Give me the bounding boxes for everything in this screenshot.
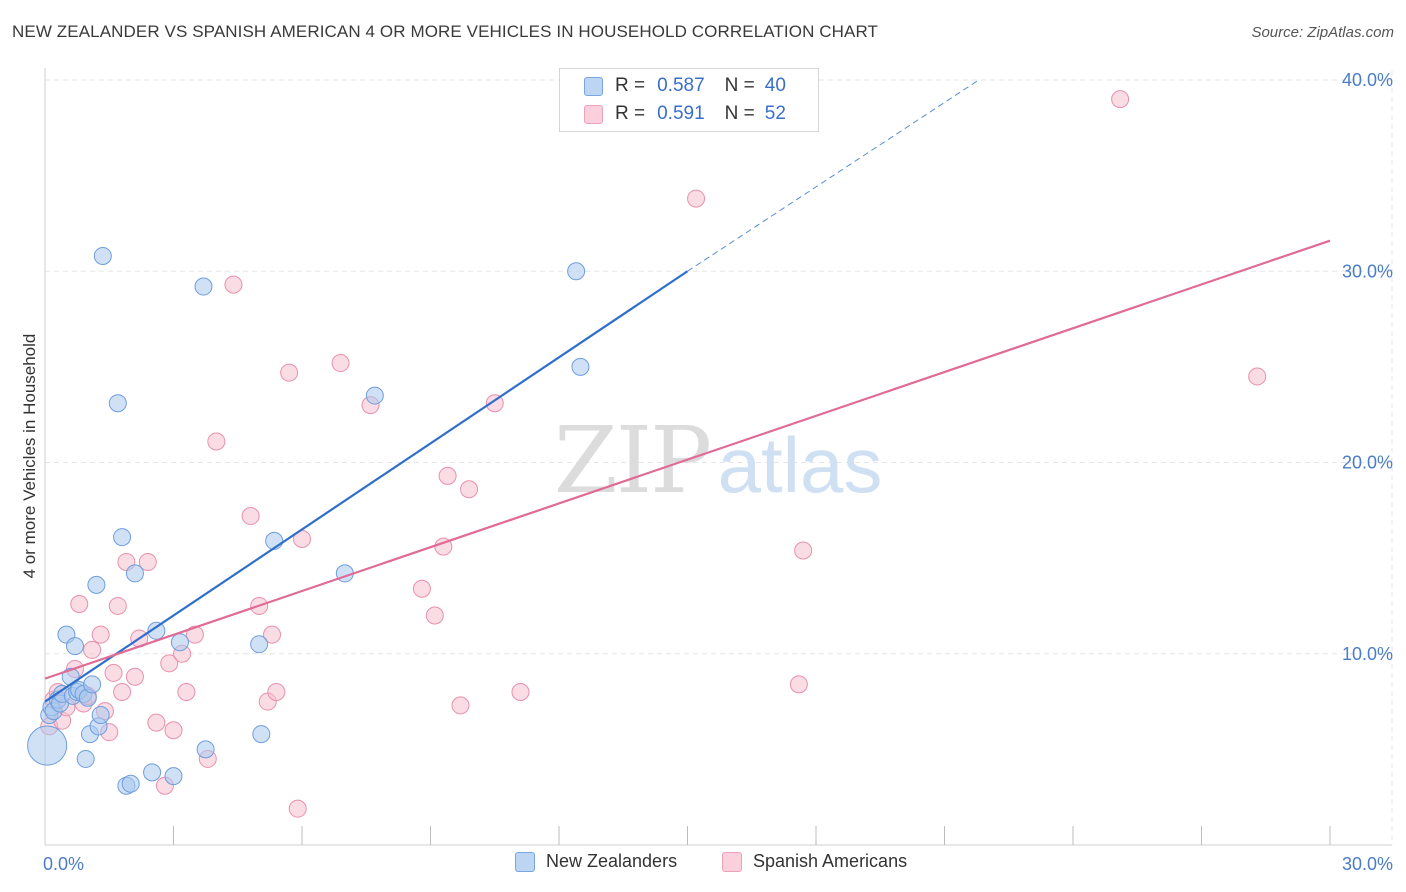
new-zealanders-point (91, 705, 110, 724)
spanish-americans-point (485, 394, 504, 413)
y-tick-label: 30.0% (1342, 261, 1393, 281)
y-axis-label: 4 or more Vehicles in Household (20, 333, 39, 579)
series-new-zealanders-points (27, 246, 590, 795)
new-zealanders-point (170, 633, 189, 652)
spanish-americans-point (138, 552, 157, 571)
legend-label: New Zealanders (546, 851, 678, 871)
y-tick-label: 40.0% (1342, 70, 1393, 90)
new-zealanders-point (65, 637, 84, 656)
n-value: 52 (764, 103, 786, 124)
spanish-americans-point (108, 596, 127, 615)
spanish-americans-point (185, 625, 204, 644)
spanish-americans-point (91, 625, 110, 644)
y-tick-label: 20.0% (1342, 453, 1393, 473)
legend-item-new-zealanders[interactable]: New Zealanders (515, 851, 677, 872)
spanish-americans-point (280, 363, 299, 382)
new-zealanders-point (108, 394, 127, 413)
legend-label: Spanish Americans (753, 851, 908, 871)
new-zealanders-point (567, 262, 586, 281)
legend-swatch-blue (515, 851, 535, 872)
r-key: R = (615, 75, 646, 96)
spanish-americans-point (511, 683, 530, 701)
new-zealanders-point (121, 774, 140, 793)
spanish-americans-point (224, 275, 243, 294)
new-zealanders-point (147, 621, 166, 640)
new-zealanders-point (113, 528, 132, 547)
spanish-americans-point (789, 675, 808, 694)
spanish-americans-point (70, 595, 89, 614)
new-zealanders-point (93, 246, 112, 265)
spanish-americans-point (331, 354, 350, 373)
legend-swatch-pink (584, 104, 603, 124)
new-zealanders-trendline-extension (687, 79, 980, 272)
spanish-americans-point (177, 683, 196, 701)
spanish-americans-point (794, 541, 813, 560)
spanish-americans-point (104, 663, 123, 682)
watermark: ZIP atlas (554, 407, 882, 514)
watermark-atlas: atlas (718, 421, 883, 509)
spanish-americans-point (164, 721, 183, 740)
new-zealanders-point (87, 575, 106, 594)
chart-title: NEW ZEALANDER VS SPANISH AMERICAN 4 OR M… (12, 22, 879, 41)
x-tick-label: 0.0% (43, 854, 84, 874)
spanish-americans-point (207, 432, 226, 451)
spanish-americans-point (1111, 90, 1130, 109)
gridlines (45, 70, 1393, 845)
trendlines (44, 79, 1331, 703)
legend-swatch-blue (584, 76, 603, 96)
spanish-americans-point (263, 625, 282, 644)
new-zealanders-point (252, 725, 271, 744)
legend-row-new-zealanders: R = 0.587 N = 40 (584, 73, 786, 99)
spanish-americans-point (687, 189, 706, 208)
spanish-americans-point (125, 667, 144, 686)
x-tick-label: 30.0% (1342, 854, 1393, 874)
new-zealanders-trendline (44, 270, 689, 703)
tick-labels: 10.0% 20.0% 30.0% 40.0% 0.0% 30.0% (43, 70, 1393, 874)
spanish-americans-point (241, 507, 260, 526)
legend-swatch-pink (722, 851, 742, 872)
r-value: 0.587 (657, 75, 705, 96)
new-zealanders-point (196, 740, 215, 759)
spanish-americans-point (113, 683, 132, 701)
legend-row-spanish-americans: R = 0.591 N = 52 (584, 101, 786, 127)
spanish-americans-point (160, 654, 179, 673)
spanish-americans-point (425, 606, 444, 625)
series-legend: New Zealanders Spanish Americans (0, 851, 1406, 877)
spanish-americans-point (451, 696, 470, 715)
new-zealanders-point (143, 763, 162, 782)
spanish-americans-point (288, 799, 307, 818)
n-value: 40 (764, 75, 786, 96)
n-key: N = (724, 103, 755, 124)
spanish-americans-point (267, 683, 286, 701)
spanish-americans-trendline (44, 239, 1331, 680)
legend-item-spanish-americans[interactable]: Spanish Americans (722, 851, 907, 872)
source-label: Source: ZipAtlas.com (1251, 24, 1394, 41)
spanish-americans-point (460, 480, 479, 499)
new-zealanders-point (194, 277, 213, 296)
r-key: R = (615, 103, 646, 124)
new-zealanders-point (250, 635, 269, 654)
spanish-americans-point (1248, 367, 1267, 386)
n-key: N = (724, 75, 755, 96)
new-zealanders-point (76, 749, 95, 768)
new-zealanders-point (365, 386, 384, 405)
r-value: 0.591 (657, 103, 705, 124)
spanish-americans-point (438, 466, 457, 485)
new-zealanders-point (164, 767, 183, 786)
correlation-legend: R = 0.587 N = 40 R = 0.591 N = 52 (559, 68, 819, 132)
spanish-americans-point (83, 640, 102, 659)
y-tick-label: 10.0% (1342, 644, 1393, 664)
new-zealanders-point (571, 357, 590, 376)
spanish-americans-point (412, 579, 431, 598)
new-zealanders-point (27, 725, 68, 766)
new-zealanders-point (83, 675, 102, 694)
spanish-americans-point (147, 713, 166, 732)
new-zealanders-point (125, 564, 144, 583)
